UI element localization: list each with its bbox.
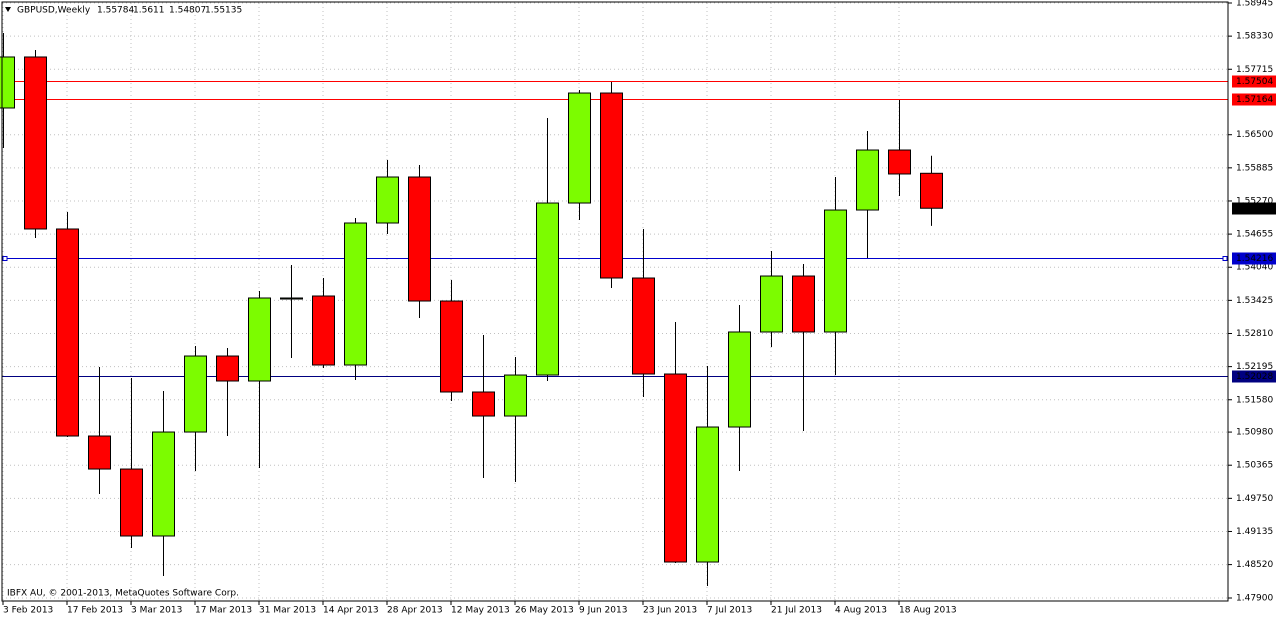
candle-body	[376, 176, 399, 224]
x-tick-label: 9 Jun 2013	[579, 606, 627, 616]
current-price-box	[1232, 202, 1276, 215]
x-tick-label: 17 Mar 2013	[195, 606, 252, 616]
y-tick-label: 1.50365	[1236, 461, 1273, 471]
x-tick-label: 23 Jun 2013	[643, 606, 697, 616]
candle-body	[344, 222, 367, 366]
level-label-box	[1232, 370, 1276, 383]
copyright: IBFX AU, © 2001-2013, MetaQuotes Softwar…	[7, 589, 239, 599]
x-tick-label: 3 Feb 2013	[3, 606, 53, 616]
candle-body	[248, 297, 271, 382]
plot-frame	[1, 1, 1229, 602]
candle-body	[568, 92, 591, 204]
level-label: 1.57504	[1236, 77, 1273, 87]
x-tick-label: 28 Apr 2013	[387, 606, 443, 616]
candle-body	[120, 468, 143, 537]
y-tick-label: 1.58330	[1236, 32, 1273, 42]
candle-body	[920, 172, 943, 209]
candle-body	[0, 56, 15, 109]
y-tick-label: 1.50980	[1236, 428, 1273, 438]
x-tick-label: 3 Mar 2013	[131, 606, 182, 616]
y-tick-label: 1.52195	[1236, 362, 1273, 372]
level-label: 1.57164	[1236, 95, 1273, 105]
x-tick-label: 26 May 2013	[515, 606, 574, 616]
candle-body	[632, 277, 655, 375]
candle-body	[504, 374, 527, 417]
candle-body	[280, 297, 303, 300]
x-tick-label: 4 Aug 2013	[835, 606, 887, 616]
level-label-box	[1232, 93, 1276, 106]
candle-body	[216, 355, 239, 382]
y-tick-label: 1.57715	[1236, 65, 1273, 75]
y-tick-label: 1.54655	[1236, 230, 1273, 240]
candle-body	[56, 228, 79, 437]
level-label: 1.52028	[1236, 372, 1273, 382]
candle-body	[152, 431, 175, 537]
ohlc-open: 1.55784	[97, 6, 134, 16]
ohlc-high: 1.5611	[133, 6, 165, 16]
ohlc-close: 1.55135	[205, 6, 242, 16]
y-tick-label: 1.49750	[1236, 494, 1273, 504]
candle-body	[600, 92, 623, 279]
y-tick-label: 1.52810	[1236, 329, 1273, 339]
y-tick-label: 1.51580	[1236, 395, 1273, 405]
y-tick-label: 1.56500	[1236, 130, 1273, 140]
level-label-box	[1232, 75, 1276, 88]
candle-body	[88, 435, 111, 470]
candle-body	[792, 275, 815, 333]
x-tick-label: 7 Jul 2013	[707, 606, 752, 616]
candle-body	[824, 209, 847, 333]
candle-body	[728, 331, 751, 428]
candle-body	[856, 149, 879, 211]
level-label-box	[1232, 252, 1276, 265]
candle-body	[184, 355, 207, 433]
x-tick-label: 31 Mar 2013	[259, 606, 316, 616]
y-tick-label: 1.55885	[1236, 163, 1273, 173]
candle-body	[440, 300, 463, 393]
candle-body	[664, 373, 687, 563]
candle-body	[24, 56, 47, 230]
x-tick-label: 21 Jul 2013	[771, 606, 822, 616]
candle-body	[312, 295, 335, 366]
y-tick-label: 1.53425	[1236, 296, 1273, 306]
symbol-title: GBPUSD,Weekly	[17, 6, 91, 16]
candle-body	[536, 202, 559, 376]
x-tick-label: 12 May 2013	[451, 606, 510, 616]
menu-arrow[interactable]	[5, 7, 11, 12]
x-tick-label: 18 Aug 2013	[899, 606, 957, 616]
level-label: 1.54216	[1236, 254, 1273, 264]
current-price-label: 1.55135	[1236, 204, 1273, 214]
y-tick-label: 1.54040	[1236, 263, 1273, 273]
candle-body	[760, 275, 783, 333]
y-tick-label: 1.47900	[1236, 594, 1273, 604]
candle-body	[696, 426, 719, 563]
y-tick-label: 1.48520	[1236, 560, 1273, 570]
y-tick-label: 1.49135	[1236, 527, 1273, 537]
candle-body	[888, 149, 911, 175]
level-handle	[1222, 256, 1228, 261]
y-tick-label: 1.58945	[1236, 0, 1273, 9]
plot	[0, 33, 1228, 586]
y-tick-label: 1.55270	[1236, 196, 1273, 206]
candle-body	[472, 391, 495, 417]
ohlc-low: 1.54807	[169, 6, 206, 16]
x-tick-label: 17 Feb 2013	[67, 606, 123, 616]
x-tick-label: 14 Apr 2013	[323, 606, 379, 616]
level-handle	[2, 256, 8, 261]
candle-body	[408, 176, 431, 302]
